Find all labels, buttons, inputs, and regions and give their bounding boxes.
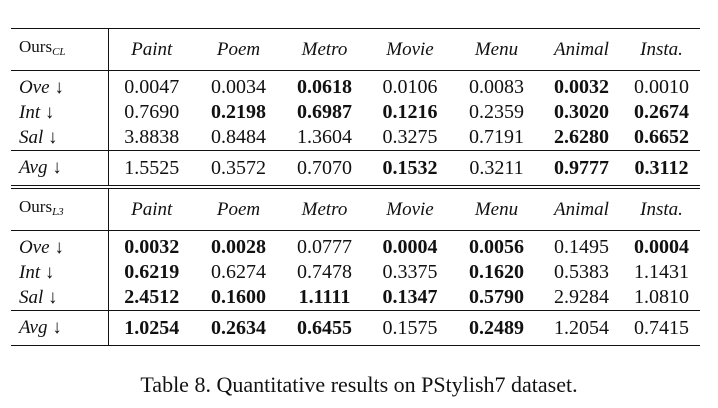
table-cell: 0.6652 (623, 125, 700, 151)
table-row: Int ↓ 0.6219 0.6274 0.7478 0.3375 0.1620 0.538… (11, 260, 700, 285)
table-caption: Table 8. Quantitative results on PStylis… (140, 372, 578, 397)
metric-label: Avg ↓ (11, 150, 109, 189)
table-cell: 0.2359 (469, 101, 524, 123)
table-cell: 0.0032 (124, 236, 180, 258)
table-cell: 1.0810 (623, 285, 700, 311)
column-header: Animal (540, 187, 623, 231)
table-cell: 0.0047 (124, 76, 180, 98)
table-cell: 0.3112 (623, 150, 700, 189)
table-cell: 1.0254 (108, 310, 195, 346)
column-header: Menu (453, 187, 540, 231)
results-table: OursCL Paint Poem Metro Movie Menu Animal Insta… (11, 28, 700, 346)
table-cell: 0.6274 (211, 261, 266, 283)
table-cell: 0.3211 (453, 150, 540, 189)
metric-label: Int ↓ (11, 260, 109, 285)
table-cell: 0.0083 (469, 76, 524, 98)
table-cell: 0.6219 (124, 261, 180, 283)
table-cell: 0.1575 (367, 310, 453, 346)
table-cell: 0.5383 (554, 261, 609, 283)
method-name-subscript: CL (52, 46, 66, 58)
method-name: OursCL (11, 28, 109, 71)
table-cell: 1.5525 (108, 150, 195, 189)
column-header: Insta. (623, 28, 700, 71)
header-row: OursL3 Paint Poem Metro Movie Menu Animal Insta… (11, 187, 700, 231)
table-cell: 1.3604 (282, 125, 367, 151)
average-row: Avg ↓ 1.5525 0.3572 0.7070 0.1532 0.3211 0.977… (11, 150, 700, 189)
table-cell: 0.0777 (297, 236, 352, 258)
column-header: Movie (367, 187, 453, 231)
table-cell: 0.1600 (195, 285, 282, 311)
metric-label: Int ↓ (11, 100, 109, 125)
table-cell: 0.0056 (469, 236, 524, 258)
method-name-subscript: L3 (52, 206, 64, 218)
table-cell: 0.2489 (453, 310, 540, 346)
column-header: Metro (282, 28, 367, 71)
table-cell: 0.7070 (282, 150, 367, 189)
table-cell: 0.9777 (540, 150, 623, 189)
table-cell: 0.3275 (367, 125, 453, 151)
table-row: Ove ↓ 0.0047 0.0034 0.0618 0.0106 0.0083 0.003… (11, 70, 700, 100)
column-header: Menu (453, 28, 540, 71)
table-row: Int ↓ 0.7690 0.2198 0.6987 0.1216 0.2359 0.302… (11, 100, 700, 125)
metric-label: Ove ↓ (11, 70, 109, 100)
average-row: Avg ↓ 1.0254 0.2634 0.6455 0.1575 0.2489 1.205… (11, 310, 700, 346)
table-cell: 0.0010 (634, 76, 689, 98)
method-name-main: Ours (19, 37, 53, 56)
metric-label: Ove ↓ (11, 230, 109, 260)
table-cell: 0.6987 (297, 101, 352, 123)
column-header: Metro (282, 187, 367, 231)
table-cell: 0.2198 (211, 101, 266, 123)
table-cell: 0.7478 (297, 261, 352, 283)
column-header: Poem (195, 28, 282, 71)
table-cell: 0.1216 (382, 101, 438, 123)
table-cell: 0.2634 (195, 310, 282, 346)
table-cell: 0.7690 (124, 101, 180, 123)
table-cell: 0.7415 (623, 310, 700, 346)
table-cell: 1.1431 (634, 261, 689, 283)
table-cell: 0.1532 (367, 150, 453, 189)
table-cell: 0.8484 (195, 125, 282, 151)
column-header: Insta. (623, 187, 700, 231)
table-cell: 0.0106 (382, 76, 438, 98)
table-cell: 1.2054 (540, 310, 623, 346)
table-cell: 0.3375 (382, 261, 438, 283)
metric-label: Sal ↓ (11, 125, 109, 151)
table-cell: 0.0004 (634, 236, 689, 258)
table-cell: 0.1620 (469, 261, 524, 283)
table-cell: 0.5790 (453, 285, 540, 311)
column-header: Poem (195, 187, 282, 231)
table-cell: 0.0034 (211, 76, 266, 98)
metric-label: Avg ↓ (11, 310, 109, 346)
method-name-main: Ours (19, 197, 53, 216)
table-cell: 1.1111 (282, 285, 367, 311)
table-row: Sal ↓ 2.4512 0.1600 1.1111 0.1347 0.5790 2.928… (11, 285, 700, 311)
table-row: Ove ↓ 0.0032 0.0028 0.0777 0.0004 0.0056 0.149… (11, 230, 700, 260)
table-cell: 0.0032 (554, 76, 609, 98)
method-name: OursL3 (11, 187, 109, 231)
table-cell: 0.1347 (367, 285, 453, 311)
table-cell: 2.9284 (540, 285, 623, 311)
table-cell: 0.3020 (554, 101, 609, 123)
table-cell: 0.0028 (211, 236, 266, 258)
table-cell: 0.3572 (195, 150, 282, 189)
table-cell: 2.6280 (540, 125, 623, 151)
column-header: Paint (108, 187, 195, 231)
table-cell: 0.7191 (453, 125, 540, 151)
column-header: Movie (367, 28, 453, 71)
metric-label: Sal ↓ (11, 285, 109, 311)
column-header: Paint (108, 28, 195, 71)
table-cell: 0.0618 (297, 76, 352, 98)
header-row: OursCL Paint Poem Metro Movie Menu Animal Insta… (11, 28, 700, 71)
column-header: Animal (540, 28, 623, 71)
table-cell: 3.8838 (108, 125, 195, 151)
table-row: Sal ↓ 3.8838 0.8484 1.3604 0.3275 0.7191 2.628… (11, 125, 700, 151)
table-cell: 2.4512 (108, 285, 195, 311)
results-table-container: OursCL Paint Poem Metro Movie Menu Animal Insta… (11, 28, 700, 346)
table-cell: 0.0004 (382, 236, 438, 258)
table-cell: 0.1495 (554, 236, 609, 258)
table-cell: 0.2674 (634, 101, 689, 123)
table-cell: 0.6455 (282, 310, 367, 346)
